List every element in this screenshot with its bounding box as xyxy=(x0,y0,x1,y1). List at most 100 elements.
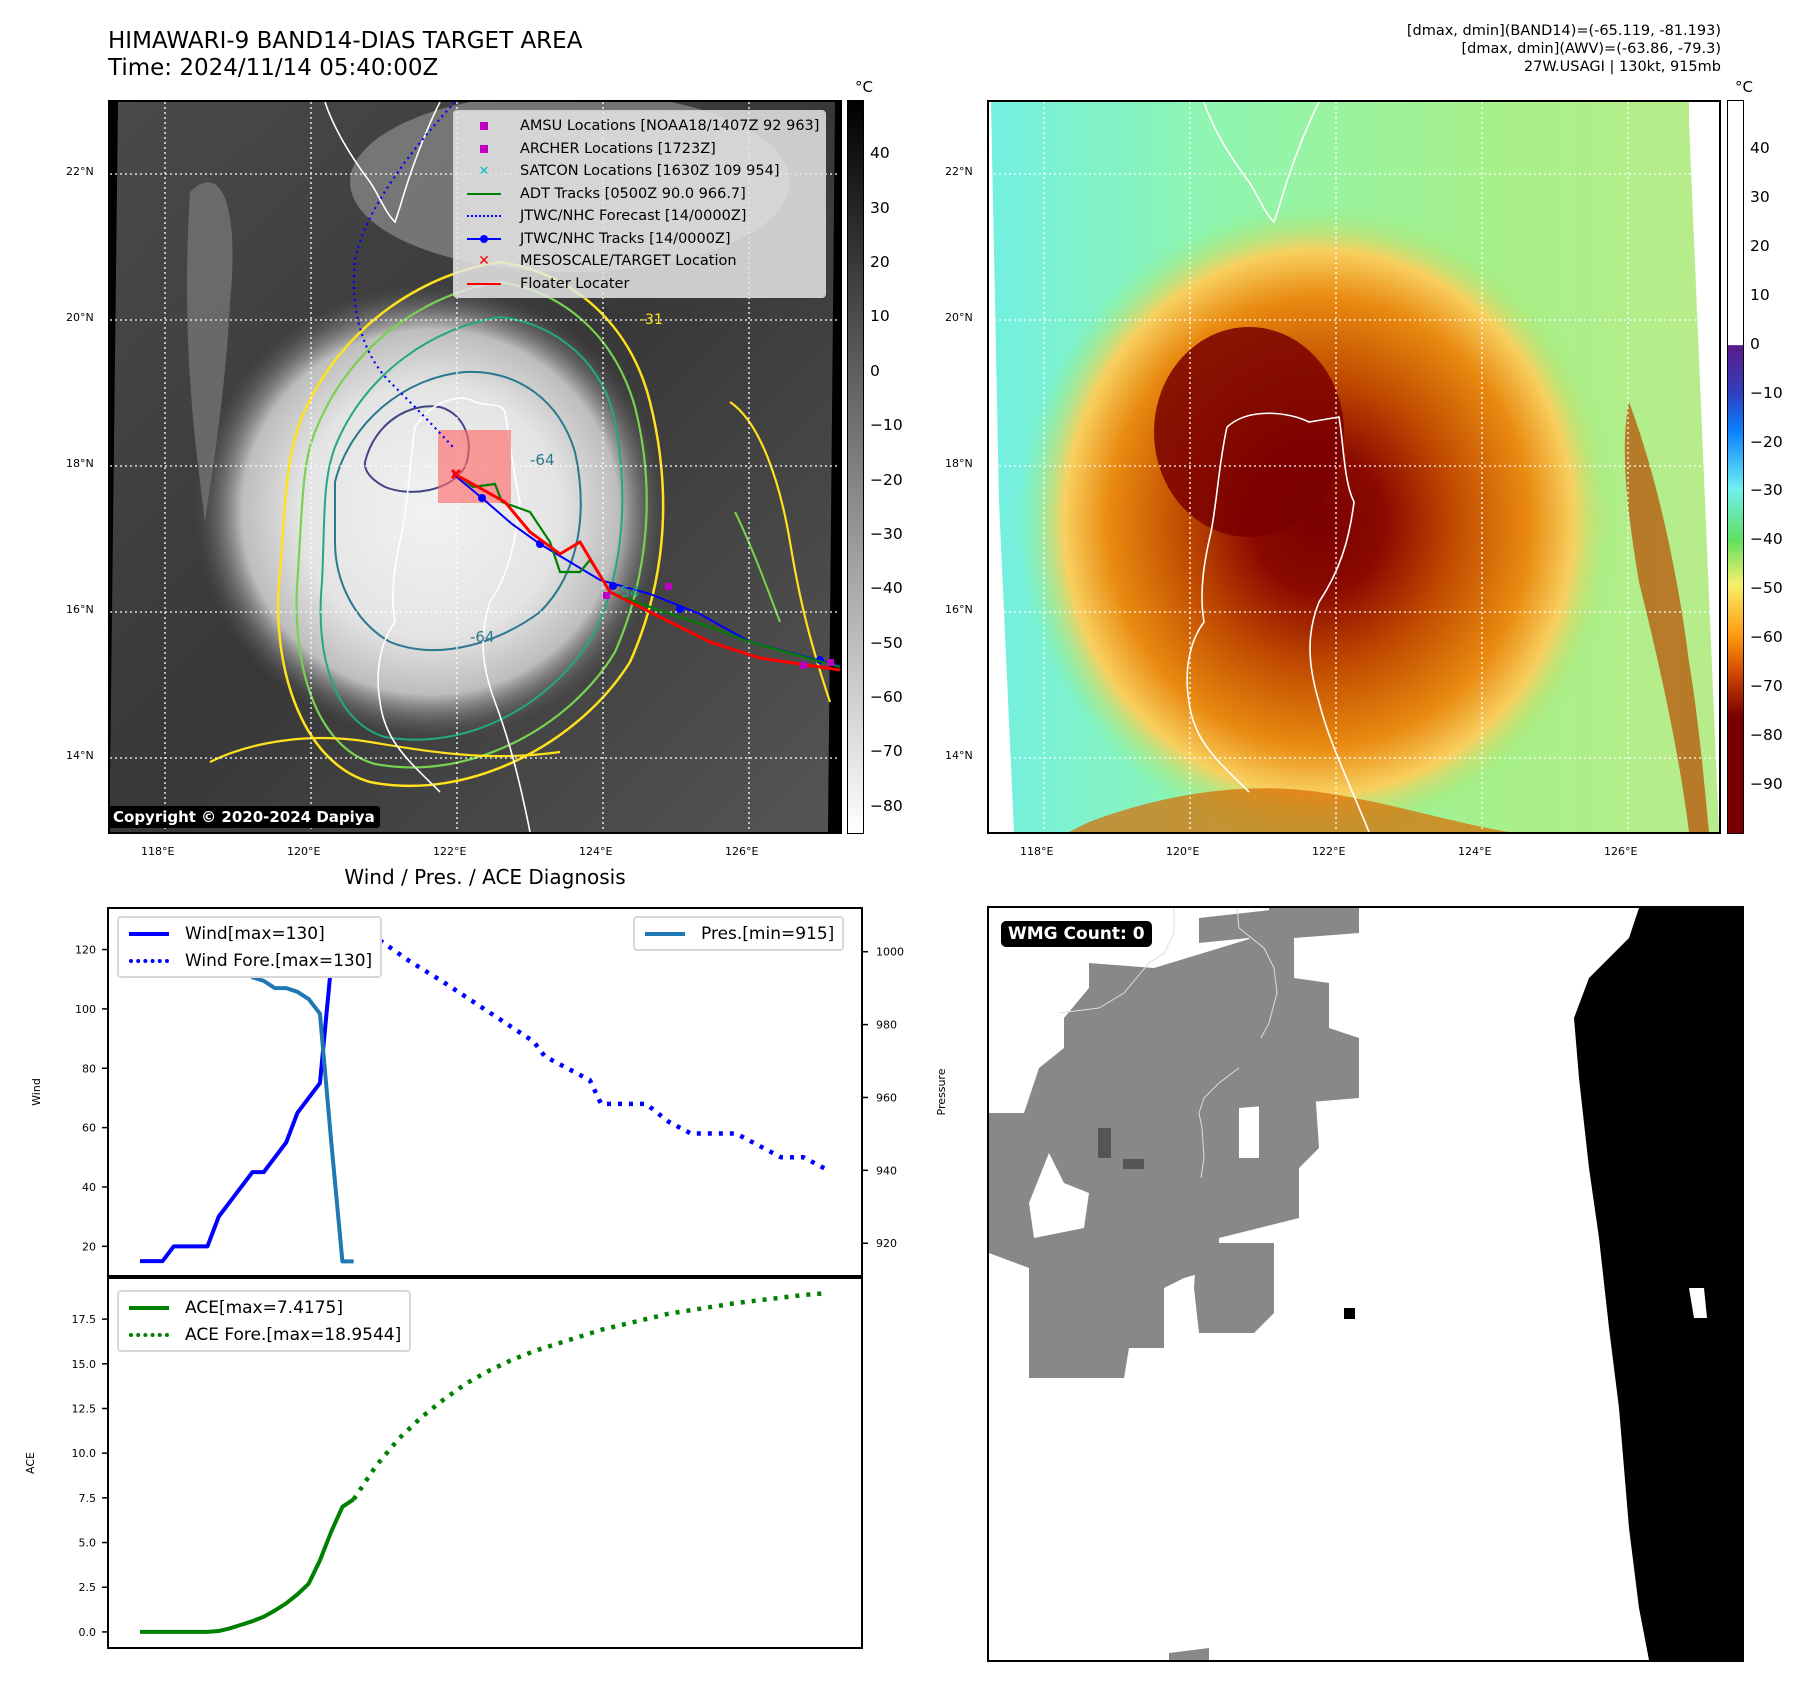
wmg-dark-cell xyxy=(1123,1159,1144,1169)
coastline xyxy=(1236,908,1278,1039)
mesoscale-target-marker xyxy=(450,468,462,480)
graticule xyxy=(989,102,1719,832)
wmg-clear-region xyxy=(1029,1153,1089,1238)
awv-map-panel[interactable] xyxy=(987,100,1721,834)
dotted-line-icon xyxy=(129,1332,169,1337)
contour-minus64 xyxy=(334,370,582,651)
y-axis-label: Wind xyxy=(30,1078,43,1106)
wmg-gray-region xyxy=(989,1128,1029,1208)
lat-label: 16°N xyxy=(66,603,94,616)
line-icon xyxy=(129,1305,169,1310)
right-colorbar-unit: °C xyxy=(1735,78,1753,96)
lon-label: 122°E xyxy=(1312,845,1346,858)
colorbar-tick-label: −20 xyxy=(1750,432,1783,451)
legend-pressure: Pres.[min=915] xyxy=(643,920,834,947)
series-line-ace xyxy=(140,1497,355,1634)
y-axis-label: ACE xyxy=(24,1452,37,1474)
plot-frame xyxy=(107,1277,863,1649)
legend-mesoscale: ✕ MESOSCALE/TARGET Location xyxy=(478,253,737,270)
wmg-black-cell xyxy=(1344,1308,1355,1319)
y-right-tick-label: 980 xyxy=(876,1019,897,1032)
x-marker-icon: ✕ xyxy=(478,163,490,179)
colorbar-tick-label: 30 xyxy=(1750,187,1770,206)
y-tick-label: 12.5 xyxy=(72,1402,97,1415)
amsu-archer-markers xyxy=(603,583,834,669)
colorbar-tick-label: 30 xyxy=(870,198,890,217)
legend-satcon: ✕ SATCON Locations [1630Z 109 954] xyxy=(478,163,780,180)
wmg-gray-region xyxy=(1169,1648,1209,1660)
dotted-line-icon xyxy=(467,215,501,218)
colorbar-tick-label: −50 xyxy=(870,633,903,652)
left-colorbar-unit: °C xyxy=(855,78,873,96)
y-tick-label: 60 xyxy=(82,1122,96,1135)
x-marker-icon: ✕ xyxy=(478,253,490,270)
y-tick-label: 15.0 xyxy=(72,1358,97,1371)
series-line-ace-fore- xyxy=(351,1290,827,1501)
right-colorbar xyxy=(1727,100,1744,834)
ace-legend: ACE[max=7.4175] ACE Fore.[max=18.9544] xyxy=(117,1290,412,1352)
lon-label: 118°E xyxy=(141,845,175,858)
lat-label: 18°N xyxy=(66,457,94,470)
lon-label: 120°E xyxy=(287,845,321,858)
coastline-china xyxy=(1203,102,1320,224)
y-tick-label: 120 xyxy=(75,944,96,957)
wmg-clear-cell xyxy=(1689,1288,1707,1318)
coastline xyxy=(1198,1067,1240,1179)
colorbar-tick-label: −50 xyxy=(1750,579,1783,598)
colorbar-tick-label: −60 xyxy=(1750,628,1783,647)
colorbar-tick-label: 40 xyxy=(870,144,890,163)
ir-map-panel[interactable]: -64 -64 -54 -31 AMSU Locations [NOAA18/1… xyxy=(108,100,842,834)
line-icon xyxy=(645,931,685,936)
y-tick-label: 100 xyxy=(75,1003,96,1016)
y-tick-label: 17.5 xyxy=(72,1313,97,1326)
wmg-gray-region xyxy=(1194,1243,1274,1333)
line-dot-icon xyxy=(467,234,501,243)
copyright-badge: Copyright © 2020-2024 Dapiya xyxy=(108,806,380,828)
lon-label: 126°E xyxy=(725,845,759,858)
storm-info: [dmax, dmin](BAND14)=(-65.119, -81.193) … xyxy=(1407,22,1721,76)
y-tick-label: 10.0 xyxy=(72,1447,97,1460)
contour-label: -64 xyxy=(470,628,495,646)
legend-floater: Floater Locater xyxy=(462,273,819,296)
y-tick-label: 80 xyxy=(82,1062,96,1075)
lat-label: 22°N xyxy=(945,165,973,178)
colorbar-tick-label: 10 xyxy=(870,307,890,326)
wmg-no-data-edge xyxy=(1574,908,1742,1660)
awv-range: [dmax, dmin](AWV)=(-63.86, -79.3) xyxy=(1461,41,1721,57)
y-tick-label: 0.0 xyxy=(79,1626,97,1639)
legend-wind-forecast: Wind Fore.[max=130] xyxy=(127,947,372,974)
lat-label: 18°N xyxy=(945,457,973,470)
y-right-tick-label: 940 xyxy=(876,1164,897,1177)
y-tick-label: 7.5 xyxy=(79,1492,97,1505)
lon-label: 118°E xyxy=(1020,845,1054,858)
contour-rainband-east-2 xyxy=(734,511,781,623)
colorbar-tick-label: −10 xyxy=(1750,383,1783,402)
y-tick-label: 2.5 xyxy=(79,1581,97,1594)
legend-wind: Wind[max=130] xyxy=(127,920,372,947)
lon-label: 124°E xyxy=(579,845,613,858)
jtwc-best-track xyxy=(452,473,840,667)
lon-label: 122°E xyxy=(433,845,467,858)
title-line-1: HIMAWARI-9 BAND14-DIAS TARGET AREA xyxy=(108,28,583,54)
lat-label: 14°N xyxy=(945,749,973,762)
legend-jtwc-forecast: JTWC/NHC Forecast [14/0000Z] xyxy=(462,205,819,228)
colorbar-tick-label: −40 xyxy=(1750,530,1783,549)
colorbar-tick-label: 20 xyxy=(1750,236,1770,255)
diagnosis-chart-title: Wind / Pres. / ACE Diagnosis xyxy=(344,865,626,889)
legend-jtwc-tracks: JTWC/NHC Tracks [14/0000Z] xyxy=(462,228,819,251)
typhoon-cloud-shield xyxy=(170,212,790,812)
coastline-luzon-west xyxy=(377,426,441,793)
colorbar-tick-label: 10 xyxy=(1750,285,1770,304)
y-tick-label: 5.0 xyxy=(79,1537,97,1550)
colorbar-tick-label: −80 xyxy=(1750,726,1783,745)
wind-legend: Wind[max=130] Wind Fore.[max=130] xyxy=(117,916,383,978)
contour-south-band xyxy=(209,737,561,763)
lon-label: 120°E xyxy=(1166,845,1200,858)
wmg-panel[interactable] xyxy=(987,906,1744,1662)
wmg-gray-region xyxy=(1199,908,1289,978)
legend-archer: ARCHER Locations [1723Z] xyxy=(462,138,819,161)
line-icon xyxy=(467,282,501,285)
square-marker-icon xyxy=(480,144,488,153)
coastline-luzon xyxy=(1226,412,1370,832)
wmg-dark-cell xyxy=(1098,1128,1111,1158)
